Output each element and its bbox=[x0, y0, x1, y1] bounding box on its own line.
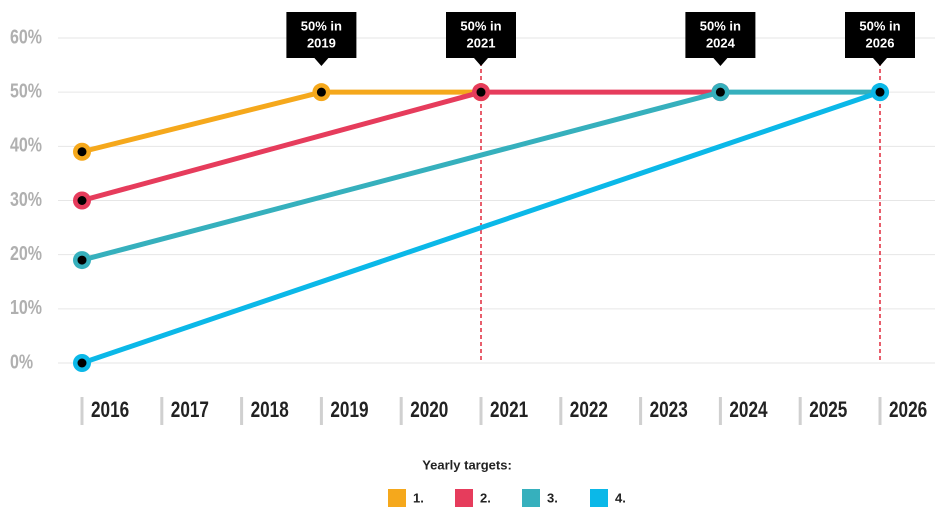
callout-box bbox=[685, 12, 756, 66]
point-marker bbox=[871, 83, 889, 102]
x-tick-label: 2020 bbox=[410, 398, 448, 423]
line bbox=[81, 89, 881, 366]
callout-box bbox=[845, 12, 915, 66]
x-tick bbox=[559, 397, 563, 425]
point-marker bbox=[711, 83, 730, 102]
y-tick-label: 20% bbox=[10, 242, 42, 264]
line bbox=[81, 89, 481, 155]
x-tick-label: 2021 bbox=[490, 398, 528, 423]
callout-text: 2024 bbox=[706, 35, 736, 50]
point-marker bbox=[73, 251, 91, 270]
legend-swatch bbox=[522, 489, 540, 507]
marker-part bbox=[77, 196, 87, 205]
marker-part bbox=[77, 358, 87, 368]
point-marker bbox=[73, 142, 91, 161]
x-tick-label: 2017 bbox=[171, 398, 209, 423]
x-tick-label: 2026 bbox=[889, 398, 927, 423]
marker-part bbox=[316, 87, 326, 97]
x-tick-label: 2022 bbox=[570, 398, 608, 423]
marker-part bbox=[77, 255, 87, 265]
point-marker bbox=[73, 354, 91, 372]
x-tick-label: 2019 bbox=[330, 398, 368, 423]
y-tick-label: 0% bbox=[10, 351, 33, 373]
callout-text: 50% in bbox=[700, 18, 741, 33]
marker-part bbox=[715, 87, 725, 97]
legend-label: 3. bbox=[547, 490, 558, 505]
y-tick-label: 10% bbox=[10, 296, 42, 318]
x-tick bbox=[798, 397, 802, 425]
callout-text: 50% in bbox=[301, 18, 342, 33]
x-tick bbox=[399, 397, 403, 425]
marker-part bbox=[77, 147, 87, 157]
x-tick-label: 2016 bbox=[91, 398, 129, 423]
callout-box bbox=[286, 12, 357, 66]
callout-text: 2021 bbox=[467, 35, 496, 50]
legend-label: 1. bbox=[413, 490, 424, 505]
marker-part bbox=[875, 87, 885, 97]
callout-text: 50% in bbox=[859, 18, 900, 33]
legend-swatch bbox=[455, 489, 473, 507]
point-marker bbox=[472, 83, 490, 102]
y-tick-label: 50% bbox=[10, 80, 42, 102]
point-marker bbox=[73, 191, 91, 210]
x-tick bbox=[160, 397, 164, 425]
x-tick bbox=[240, 397, 244, 425]
x-tick bbox=[80, 397, 84, 425]
x-tick-label: 2024 bbox=[729, 398, 767, 423]
callout-text: 2019 bbox=[307, 35, 336, 50]
x-tick-label: 2025 bbox=[809, 398, 847, 423]
callout-box bbox=[446, 12, 516, 66]
x-tick bbox=[319, 397, 323, 425]
x-tick bbox=[639, 397, 643, 425]
legend-title: Yearly targets: bbox=[422, 457, 512, 472]
x-tick-label: 2018 bbox=[251, 398, 289, 423]
legend-swatch bbox=[590, 489, 608, 507]
legend-label: 4. bbox=[615, 490, 626, 505]
point-marker bbox=[312, 83, 331, 102]
legend-label: 2. bbox=[480, 490, 491, 505]
marker-part bbox=[476, 87, 486, 97]
callout-text: 50% in bbox=[460, 18, 501, 33]
y-tick-label: 40% bbox=[10, 134, 42, 156]
callout-text: 2026 bbox=[866, 35, 895, 50]
x-tick bbox=[878, 397, 882, 425]
x-tick bbox=[479, 397, 483, 425]
x-tick bbox=[718, 397, 722, 425]
y-tick-label: 60% bbox=[10, 26, 42, 48]
legend-swatch bbox=[388, 489, 406, 507]
x-tick-label: 2023 bbox=[650, 398, 688, 423]
y-tick-label: 30% bbox=[10, 188, 42, 210]
